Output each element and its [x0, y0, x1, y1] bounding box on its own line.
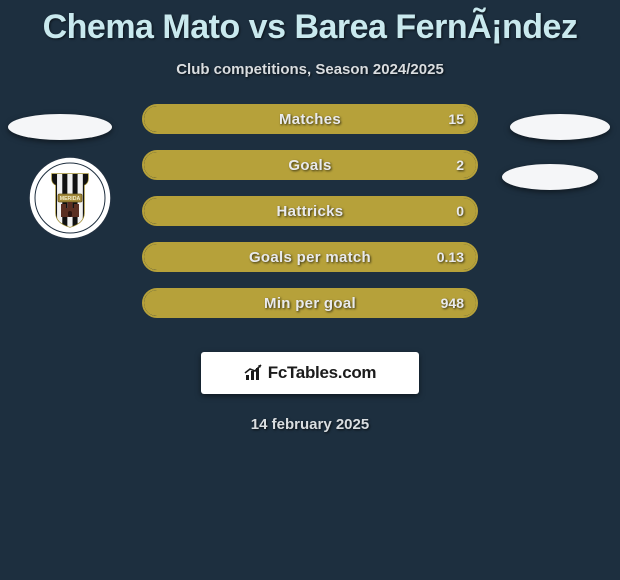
stat-label: Goals	[144, 152, 476, 178]
bar-chart-icon	[244, 364, 266, 382]
stats-stage: MERIDA Matches 15	[0, 114, 620, 344]
stat-bars: Matches 15 Goals 2 Hattricks 0 Goals per…	[142, 104, 478, 334]
brand-inner: FcTables.com	[244, 363, 377, 383]
page-subtitle: Club competitions, Season 2024/2025	[0, 61, 620, 78]
footer-date: 14 february 2025	[0, 416, 620, 433]
stat-value: 948	[441, 290, 464, 316]
comparison-card: Chema Mato vs Barea FernÃ¡ndez Club comp…	[0, 0, 620, 580]
stat-value: 0	[456, 198, 464, 224]
brand-box: FcTables.com	[201, 352, 419, 394]
stat-label: Min per goal	[144, 290, 476, 316]
player-placeholder-left	[8, 114, 112, 140]
stat-row-matches: Matches 15	[142, 104, 478, 134]
player-placeholder-right-1	[510, 114, 610, 140]
stat-value: 0.13	[437, 244, 464, 270]
stat-row-min-per-goal: Min per goal 948	[142, 288, 478, 318]
stat-value: 15	[448, 106, 464, 132]
stat-value: 2	[456, 152, 464, 178]
brand-text: FcTables.com	[268, 363, 377, 383]
stat-label: Matches	[144, 106, 476, 132]
player-placeholder-right-2	[502, 164, 598, 190]
svg-text:MERIDA: MERIDA	[60, 196, 81, 202]
stat-label: Hattricks	[144, 198, 476, 224]
stat-label: Goals per match	[144, 244, 476, 270]
club-crest: MERIDA	[28, 156, 112, 240]
stat-row-hattricks: Hattricks 0	[142, 196, 478, 226]
stat-row-goals-per-match: Goals per match 0.13	[142, 242, 478, 272]
club-crest-icon: MERIDA	[28, 156, 112, 240]
stat-row-goals: Goals 2	[142, 150, 478, 180]
page-title: Chema Mato vs Barea FernÃ¡ndez	[0, 0, 620, 47]
